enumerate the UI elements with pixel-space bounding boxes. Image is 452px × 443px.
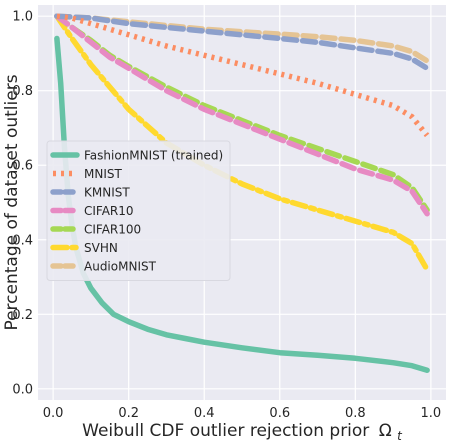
legend: FashionMNIST (trained) MNIST KMNIST CIFAR10…: [46, 140, 231, 281]
y-axis-label: Percentage of dataset outliers: [2, 74, 22, 330]
legend-label: AudioMNIST: [84, 260, 157, 274]
x-axis-label-subscript: t: [397, 429, 403, 443]
x-tick-label: 0.0: [43, 406, 64, 421]
legend-label: FashionMNIST (trained): [84, 149, 223, 163]
x-tick-label: 1.0: [421, 406, 442, 421]
legend-label: SVHN: [84, 241, 118, 255]
y-tick-label: 0.2: [12, 308, 33, 323]
y-tick-label: 0.8: [12, 84, 33, 99]
y-tick-label: 1.0: [12, 10, 33, 25]
x-tick-label: 0.4: [194, 406, 215, 421]
series-line-kmnist: [54, 13, 430, 72]
legend-label: CIFAR10: [84, 204, 134, 218]
tick-labels: 0.0 0.2 0.4 0.6 0.8 1.0 0.0 0.2 0.4 0.6 0.8 1.0: [12, 10, 441, 421]
x-tick-label: 0.8: [345, 406, 366, 421]
y-tick-label: 0.6: [12, 159, 33, 174]
x-tick-label: 0.6: [269, 406, 290, 421]
x-axis-label-symbol: Ω: [379, 421, 392, 441]
series-line-cifar10: [54, 13, 430, 217]
series-line-mnist: [56, 13, 430, 138]
x-tick-label: 0.2: [118, 406, 139, 421]
x-axis-label-text: Weibull CDF outlier rejection prior: [82, 421, 369, 441]
legend-box: [46, 140, 231, 281]
y-tick-label: 0.4: [12, 233, 33, 248]
legend-label: KMNIST: [84, 186, 130, 200]
legend-label: CIFAR100: [84, 223, 141, 237]
x-axis-label: Weibull CDF outlier rejection prior Ω t: [82, 421, 403, 443]
y-tick-label: 0.0: [12, 382, 33, 397]
legend-label: MNIST: [84, 167, 122, 181]
